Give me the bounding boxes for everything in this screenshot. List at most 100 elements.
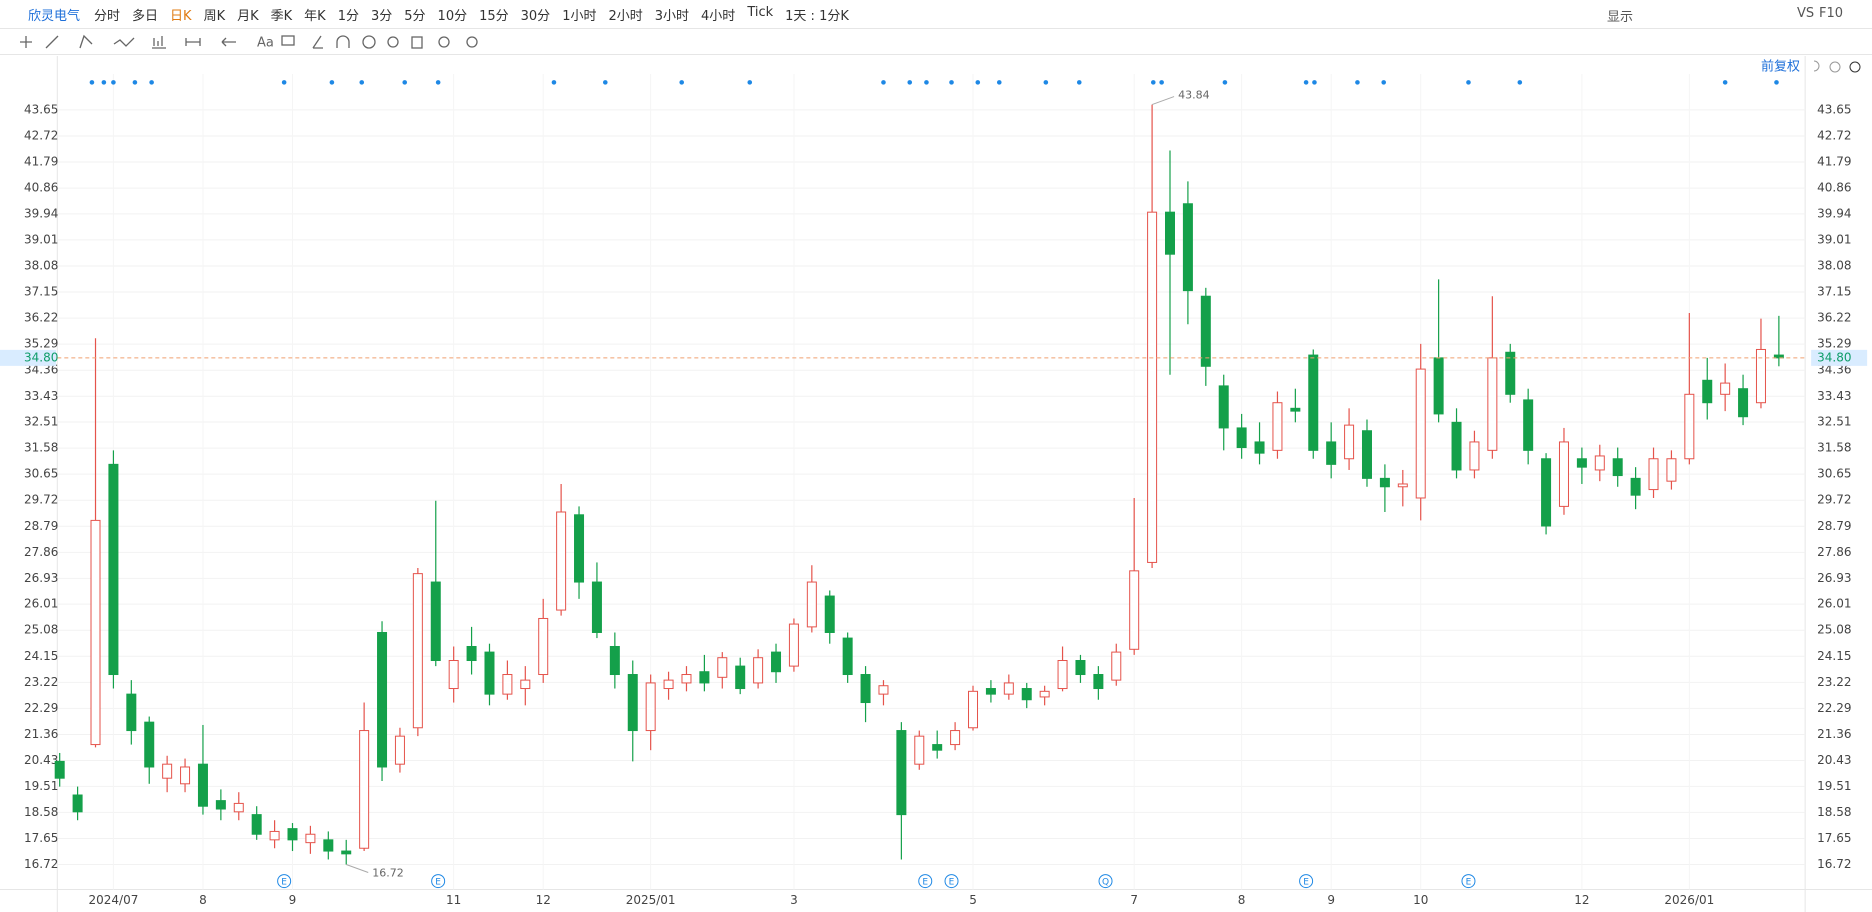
candle-body <box>108 463 119 676</box>
y-tick-label-right: 19.51 <box>1817 779 1851 793</box>
y-tick-label: 35.29 <box>24 337 58 351</box>
ray-tool[interactable] <box>79 34 93 49</box>
period-tab[interactable]: 4小时 <box>701 8 736 24</box>
period-tab[interactable]: 周K <box>203 8 226 24</box>
event-dot <box>881 80 886 85</box>
y-tick-label-right: 25.08 <box>1817 623 1851 637</box>
period-tab[interactable]: 10分 <box>437 8 468 24</box>
event-marker-label: E <box>949 878 955 888</box>
event-dot <box>1722 80 1728 85</box>
candle-body <box>609 645 620 676</box>
period-tab[interactable]: 30分 <box>520 8 551 24</box>
x-tick-label: 12 <box>1574 893 1589 907</box>
y-tick-label: 34.36 <box>24 363 58 377</box>
candle-body <box>663 679 674 690</box>
delete-tool[interactable] <box>411 36 423 49</box>
y-tick-label: 26.01 <box>24 597 58 611</box>
y-tick-label: 36.22 <box>24 311 58 325</box>
candle-body <box>1075 660 1086 676</box>
measure-tool[interactable] <box>152 36 166 49</box>
period-tab[interactable]: 1小时 <box>562 8 597 24</box>
event-dot <box>1466 80 1471 85</box>
y-tick-label: 43.65 <box>24 102 58 116</box>
move-tool[interactable] <box>20 36 32 48</box>
settings-tool[interactable] <box>466 36 478 48</box>
x-tick-label: 2026/01 <box>1664 893 1714 907</box>
event-marker-label: E <box>922 878 928 888</box>
candle-body <box>412 573 423 729</box>
candle-body <box>1451 421 1462 471</box>
y-tick-label: 25.08 <box>24 623 58 637</box>
candle-body <box>717 657 728 678</box>
adjust-mode[interactable]: 前复权 <box>1761 59 1800 75</box>
candle-body <box>1039 690 1050 698</box>
candle-body <box>753 657 764 684</box>
note-tool[interactable] <box>281 35 295 46</box>
period-tab[interactable]: 多日 <box>132 8 159 24</box>
candle-body <box>1738 388 1749 418</box>
line-tool[interactable] <box>45 35 59 49</box>
event-marker-label: E <box>1303 878 1309 888</box>
y-tick-label: 39.01 <box>24 232 58 246</box>
polyline-tool[interactable] <box>113 37 135 47</box>
interval-select[interactable]: 1天 : 1分K <box>785 8 849 24</box>
candle-body <box>144 721 155 768</box>
period-tab[interactable]: 1分 <box>337 8 359 24</box>
event-dot <box>89 80 95 85</box>
period-tab[interactable]: Tick <box>747 4 774 20</box>
vs-button[interactable]: VS <box>1797 6 1815 21</box>
y-tick-label-right: 26.93 <box>1817 571 1851 585</box>
candle-body <box>502 674 513 695</box>
period-list: 分时 多日 日K 周K 月K 季K 年K 1分 3分 5分 10分 15分 30分 1小时 2小时 3小时 4小… <box>94 5 785 24</box>
font-tool[interactable]: Aa <box>257 36 274 51</box>
candle-body <box>538 617 549 676</box>
y-tick-label-right: 40.86 <box>1817 181 1851 195</box>
candle-body <box>1558 441 1569 507</box>
x-tick-label: 2025/01 <box>626 893 676 907</box>
angle-tool[interactable] <box>312 35 323 49</box>
period-tab[interactable]: 15分 <box>479 8 509 24</box>
lock-tool[interactable] <box>362 35 376 49</box>
event-marker-label: E <box>281 878 287 888</box>
period-tab[interactable]: 分时 <box>94 8 121 24</box>
y-tick-label: 30.65 <box>24 467 58 481</box>
candle-body <box>932 744 943 751</box>
period-tab[interactable]: 月K <box>237 8 259 24</box>
eye-tool[interactable] <box>387 36 399 48</box>
event-dot <box>924 80 929 85</box>
max-leader <box>1151 96 1175 106</box>
period-tab[interactable]: 年K <box>304 8 326 24</box>
period-tab[interactable]: 季K <box>270 8 293 24</box>
candle-body <box>1003 682 1014 695</box>
period-tab[interactable]: 2小时 <box>608 8 643 24</box>
y-tick-label-right: 30.65 <box>1817 467 1851 481</box>
candle-body <box>968 690 979 729</box>
stock-name[interactable]: 欣灵电气 <box>28 8 81 24</box>
period-tab[interactable]: 5分 <box>404 8 426 24</box>
candle-body <box>1379 477 1390 488</box>
candle-body <box>466 645 477 662</box>
arrow-tool[interactable] <box>221 37 236 47</box>
display-button[interactable]: 显示 <box>1607 10 1634 25</box>
magnet-tool[interactable] <box>336 35 350 48</box>
y-tick-label-right: 36.22 <box>1817 311 1851 325</box>
y-tick-label-right: 29.72 <box>1817 493 1851 507</box>
candle-body <box>1218 385 1229 429</box>
range-tool[interactable] <box>185 38 201 46</box>
candle-body <box>1021 688 1032 701</box>
candle-body <box>1165 211 1175 255</box>
candle-body <box>1308 354 1319 451</box>
candle-body <box>806 581 817 628</box>
y-tick-label: 39.94 <box>24 206 58 220</box>
f10-button[interactable]: F10 <box>1819 6 1844 21</box>
y-tick-label-right: 35.29 <box>1817 337 1851 351</box>
period-tab[interactable]: 日K <box>170 8 192 24</box>
candle-body <box>1541 458 1552 527</box>
toolbar: 欣灵电气 分时 多日 日K 周K 月K 季K 年K 1分 3分 5分 10分 15分 30分 1小时 2小时… <box>0 0 1872 29</box>
y-tick-label-right: 38.08 <box>1817 258 1851 272</box>
compare-tool[interactable] <box>438 36 450 48</box>
y-tick-label: 37.15 <box>24 285 58 299</box>
period-tab[interactable]: 3小时 <box>654 8 690 24</box>
period-tab[interactable]: 3分 <box>370 8 393 24</box>
